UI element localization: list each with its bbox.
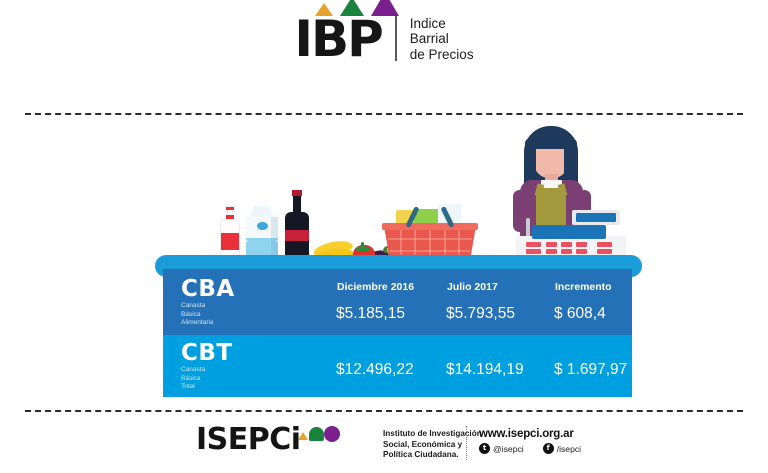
row-sub-line-2: Básica <box>181 374 201 382</box>
cell-cbt-diciembre-2016: $12.496,22 <box>336 361 414 378</box>
row-acronym: CBA <box>181 275 235 302</box>
isepci-shapes-group <box>297 426 340 442</box>
website-url[interactable]: www.isepci.org.ar <box>479 428 574 440</box>
cell-cba-diciembre-2016: $5.185,15 <box>336 305 405 322</box>
ibp-subtitle-line-3: de Precios <box>409 46 474 62</box>
cell-cba-julio-2017: $5.793,55 <box>446 305 515 322</box>
isepci-wordmark: ISEPCi <box>196 422 301 457</box>
row-sub-line-3: Total <box>181 383 195 391</box>
row-sub-line-1: Canasta <box>181 301 206 309</box>
table-row: CBT Canasta Básica Total $12.496,22 $14.… <box>163 335 632 397</box>
divider-dashed-bottom <box>25 410 743 412</box>
ibp-acronym: IBP <box>294 10 383 68</box>
row-sub-line-3: Alimentaria <box>181 319 214 327</box>
logo-triangles-group <box>315 0 400 16</box>
triangle-orange-icon <box>297 432 308 440</box>
social-links: t @isepci f /isepci <box>479 443 581 454</box>
cell-cbt-julio-2017: $14.194,19 <box>446 361 524 378</box>
institute-line-1: Instituto de Investigación <box>383 429 482 438</box>
footer: ISEPCi Instituto de Investigación Social… <box>0 418 768 473</box>
ibp-subtitle-line-2: Barrial <box>409 31 449 46</box>
twitter-icon: t <box>479 443 490 454</box>
institute-name: Instituto de Investigación Social, Econó… <box>383 429 482 461</box>
twitter-handle: @isepci <box>493 443 524 454</box>
cashier-person-icon <box>498 118 626 268</box>
triangle-purple-icon <box>371 0 400 16</box>
column-header-diciembre-2016: Diciembre 2016 <box>337 281 415 293</box>
row-label-cbt: CBT Canasta Básica Total <box>163 341 250 391</box>
row-acronym: CBT <box>181 339 233 366</box>
triangle-orange-icon <box>315 3 334 16</box>
column-header-incremento: Incremento <box>555 281 612 293</box>
circle-purple-icon <box>323 426 340 442</box>
column-header-julio-2017: Julio 2017 <box>447 281 498 293</box>
facebook-handle: /isepci <box>556 443 582 454</box>
divider-dashed-top <box>25 113 743 115</box>
ibp-subtitle-line-1: Indice <box>409 15 446 31</box>
contact-block: www.isepci.org.ar t @isepci f /isepci <box>479 428 581 454</box>
row-sub-line-1: Canasta <box>181 365 206 373</box>
cell-cba-incremento: $ 608,4 <box>554 305 606 322</box>
row-label-cba: CBA Canasta Básica Alimentaria <box>163 277 250 327</box>
ibp-logo-block: IBP Indice Barrial de Precios <box>294 0 474 68</box>
arch-green-icon <box>308 427 324 441</box>
twitter-link[interactable]: t @isepci <box>479 443 524 454</box>
table-row: CBA Canasta Básica Alimentaria Diciembre… <box>163 269 632 335</box>
row-sub-line-2: Básica <box>181 310 201 318</box>
illustration-scene <box>0 118 768 271</box>
price-table: CBA Canasta Básica Alimentaria Diciembre… <box>163 269 632 397</box>
ibp-subtitle: Indice Barrial de Precios <box>410 16 474 65</box>
institute-line-3: Política Ciudadana. <box>383 450 459 460</box>
triangle-green-icon <box>340 0 365 16</box>
institute-line-2: Social, Económica y <box>383 439 463 449</box>
facebook-icon: f <box>542 443 554 454</box>
footer-divider <box>466 426 467 460</box>
ibp-logo-header: IBP Indice Barrial de Precios <box>0 0 768 68</box>
facebook-link[interactable]: f /isepci <box>542 443 582 454</box>
cell-cbt-incremento: $ 1.697,97 <box>554 361 628 378</box>
isepci-logo: ISEPCi <box>196 425 340 455</box>
logo-divider <box>394 16 397 61</box>
